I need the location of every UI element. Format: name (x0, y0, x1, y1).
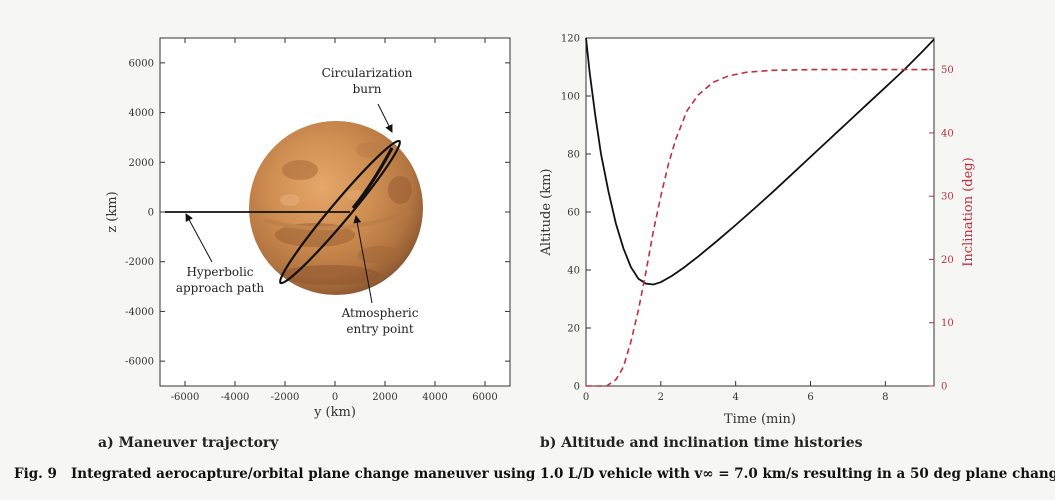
x-tick-label-a-5: 4000 (422, 392, 447, 403)
y-tick-label-a-5: -4000 (125, 307, 154, 318)
y2-tick-label-b-2: 20 (941, 255, 954, 266)
annotation-entry-point: Atmospheric entry point (341, 306, 419, 336)
final-orbit-ellipse (278, 139, 402, 285)
x-axis-label-b: Time (min) (724, 412, 796, 427)
figure-caption: Fig. 9 Integrated aerocapture/orbital pla… (14, 466, 1055, 482)
y-tick-label-a-1: 4000 (129, 108, 154, 119)
hyperbolic-arrow (185, 213, 213, 263)
y-tick-label-b-5: 100 (561, 92, 580, 103)
y-tick-label-a-3: 0 (148, 208, 154, 219)
x-tick-label-b-0: 0 (583, 392, 589, 403)
y2-tick-label-b-3: 30 (941, 192, 954, 203)
circularization-arrow (377, 103, 393, 133)
x-tick-label-b-2: 4 (732, 392, 738, 403)
y2-tick-label-b-4: 40 (941, 128, 954, 139)
x-axis-label-a: y (km) (313, 405, 356, 420)
entry-point-arrow (353, 215, 373, 304)
annotation-hyperbolic: Hyperbolic approach path (176, 265, 265, 295)
circularization-burn-arc (351, 147, 394, 210)
x-tick-label-b-3: 6 (807, 392, 813, 403)
x-tick-label-b-1: 2 (658, 392, 664, 403)
y-tick-label-b-1: 20 (567, 324, 580, 335)
y-axis-label-b: Altitude (km) (539, 168, 554, 256)
panel-b-title: b) Altitude and inclination time histori… (540, 435, 863, 451)
x-tick-label-a-2: -2000 (271, 392, 300, 403)
y-tick-label-a-0: 6000 (129, 58, 154, 69)
caption-text: Integrated aerocapture/orbital plane cha… (71, 466, 1055, 482)
y2-tick-label-b-1: 10 (941, 318, 954, 329)
mars-planet (249, 121, 423, 295)
inclination-series-line (586, 68, 934, 387)
x-tick-label-b-4: 8 (882, 392, 888, 403)
x-tick-label-a-0: -6000 (171, 392, 200, 403)
panel-a-title: a) Maneuver trajectory (98, 435, 279, 451)
annotation-circularization: Circularization burn (322, 66, 413, 96)
x-tick-label-a-1: -4000 (221, 392, 250, 403)
altitude-series-line (585, 37, 935, 286)
maneuver-trajectory-panel: -6000 -4000 -2000 0 2000 4000 6000 6000 4000 2000… (98, 37, 511, 451)
y2-tick-label-b-0: 0 (941, 382, 947, 393)
x-tick-label-a-3: 0 (332, 392, 338, 403)
y-tick-label-a-2: 2000 (129, 158, 154, 169)
y-tick-label-b-3: 60 (567, 208, 580, 219)
y-axis-label-a: z (km) (105, 191, 120, 232)
y-tick-label-a-6: -6000 (125, 357, 154, 368)
x-tick-label-a-6: 6000 (472, 392, 497, 403)
y-tick-label-b-4: 80 (567, 150, 580, 161)
y2-axis-label-b: Inclination (deg) (961, 157, 976, 266)
y-tick-label-a-4: -2000 (125, 257, 154, 268)
y-tick-label-b-6: 120 (561, 34, 580, 45)
y-tick-label-b-0: 0 (574, 382, 580, 393)
axes-a-ticks: -6000 -4000 -2000 0 2000 4000 6000 6000 4000 2000… (125, 38, 510, 403)
y2-tick-label-b-5: 50 (941, 65, 954, 76)
x-tick-label-a-4: 2000 (372, 392, 397, 403)
y-tick-label-b-2: 40 (567, 266, 580, 277)
caption-label: Fig. 9 (14, 466, 57, 482)
